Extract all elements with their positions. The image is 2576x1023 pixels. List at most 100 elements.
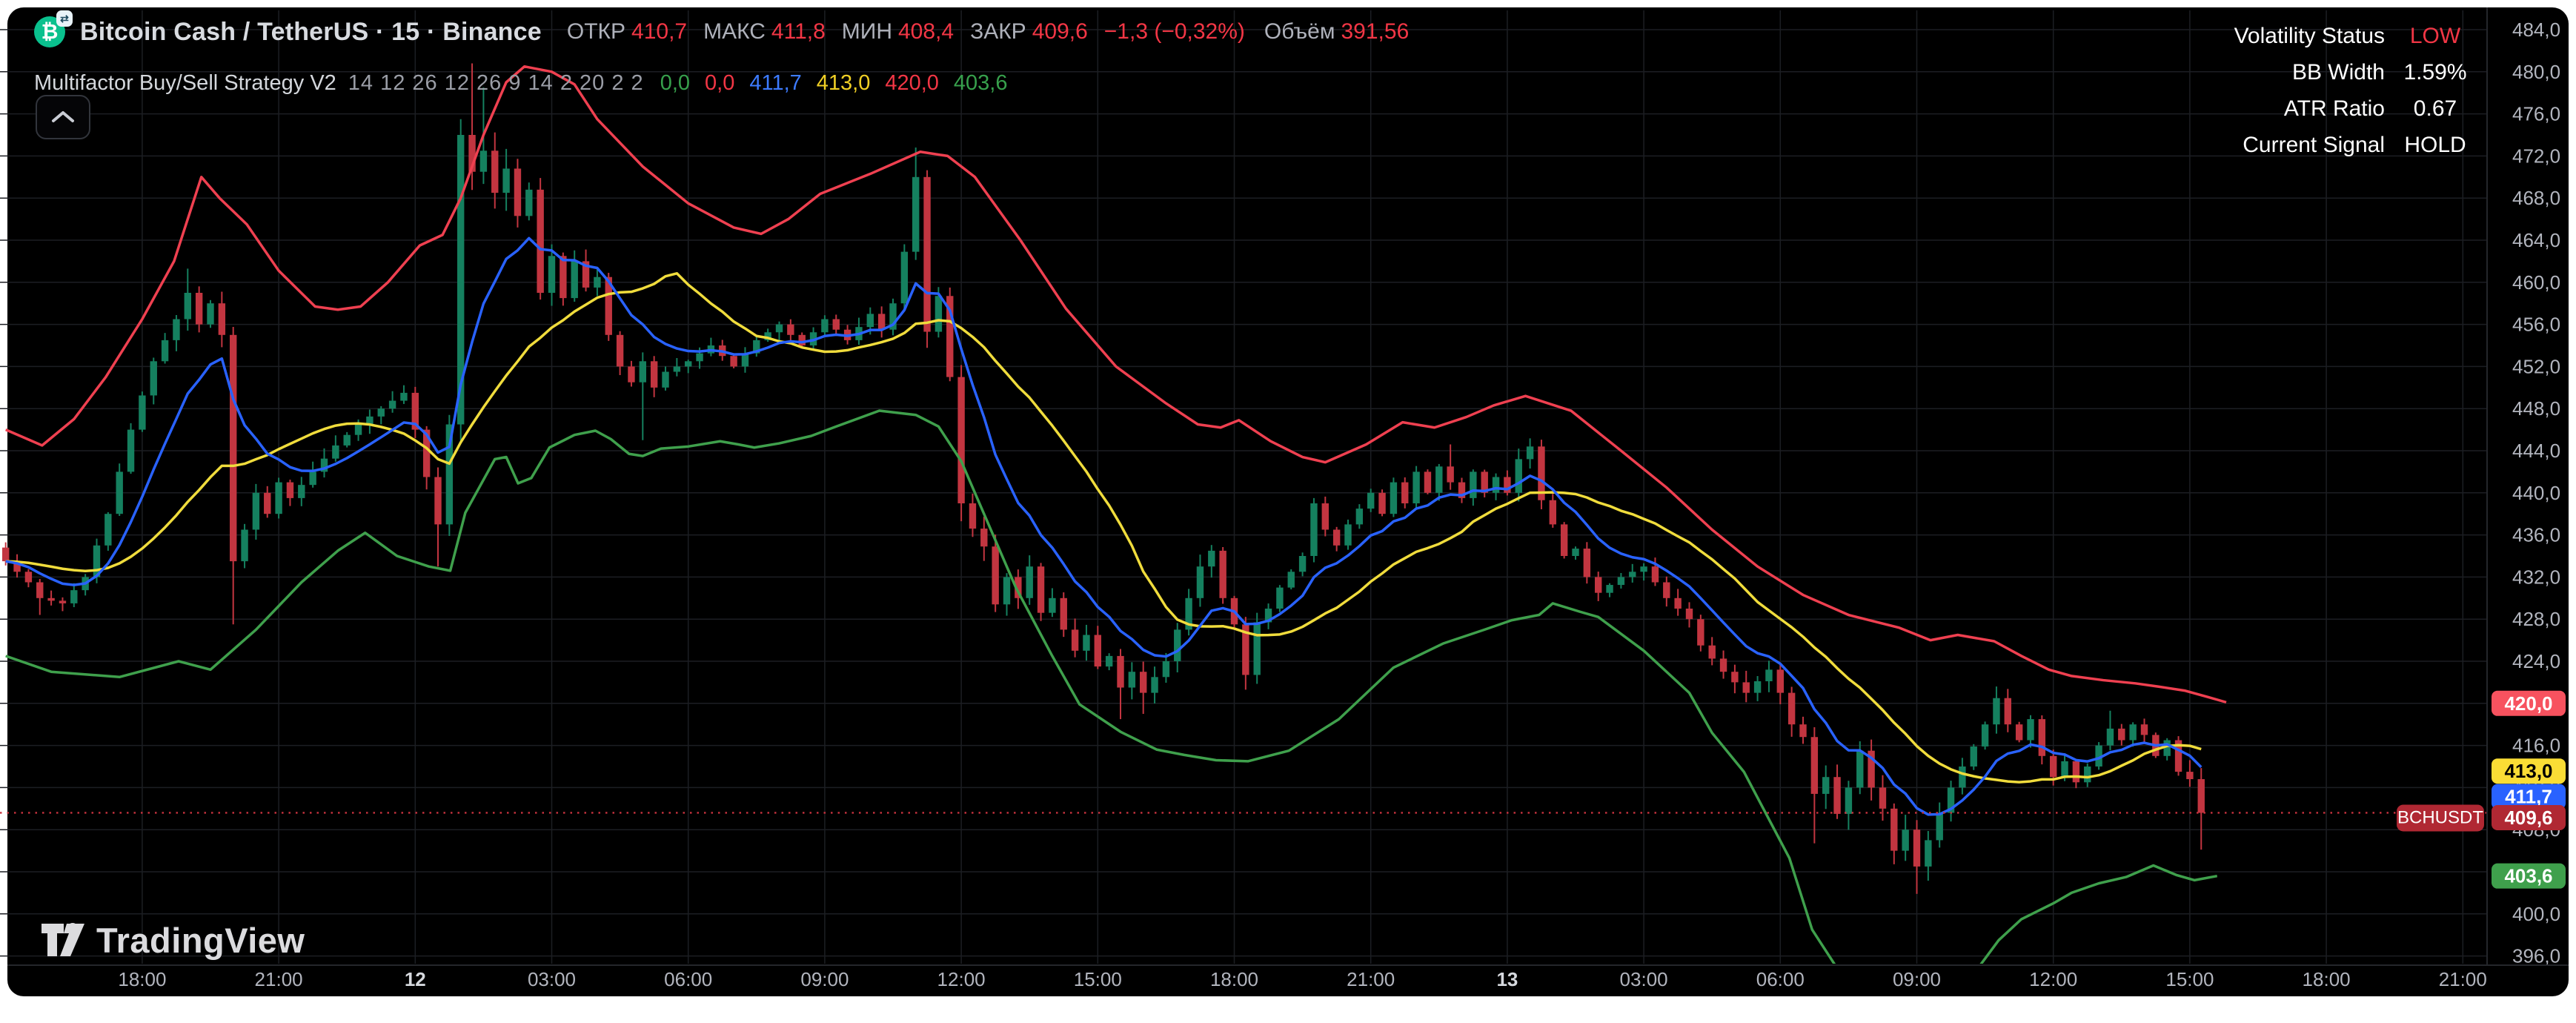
strategy-value-4: 420,0 [885,71,939,95]
strategy-params: 14 12 26 12 26 9 14 2 20 2 2 [348,71,644,95]
row-value: HOLD [2404,132,2466,157]
x-tick-label: 21:00 [2439,968,2487,990]
x-tick-label: 12:00 [937,968,986,990]
y-tick-label: 400,0 [2512,903,2560,925]
row-label: Volatility Status [2234,23,2385,48]
svg-text:413,0: 413,0 [2504,760,2552,782]
volume-label: Объём [1264,19,1335,44]
chevron-up-icon [52,111,74,122]
lower-band-line[interactable] [5,409,2218,1017]
grid-layer [0,10,2487,964]
y-tick-label: 480,0 [2512,61,2560,83]
tradingview-logo-icon [42,923,84,956]
y-tick-label: 448,0 [2512,397,2560,420]
price-scale-badge: 403,6 [2492,863,2566,889]
table-row: ATR Ratio 0.67 [2134,90,2483,127]
svg-text:420,0: 420,0 [2504,692,2552,715]
row-value: 1.59% [2403,59,2467,85]
price-scale-badge: 411,7 [2492,784,2566,810]
low-value: 408,4 [898,19,955,44]
y-tick-label: 468,0 [2512,187,2560,209]
table-row: BB Width 1.59% [2134,54,2483,90]
x-tick-label: 12:00 [2029,968,2077,990]
y-tick-label: 428,0 [2512,608,2560,630]
change-value: −1,3 (−0,32%) [1103,19,1245,44]
symbol-legend-row[interactable]: ₿ ⇄ Bitcoin Cash / TetherUS · 15 · Binan… [34,10,1425,49]
symbol-title[interactable]: Bitcoin Cash / TetherUS · 15 · Binance [80,17,542,46]
strategy-value-0: 0,0 [660,71,691,95]
y-tick-label: 440,0 [2512,482,2560,504]
collapse-legend-button[interactable] [36,95,90,139]
x-tick-label: 15:00 [2165,968,2214,990]
y-tick-label: 464,0 [2512,229,2560,251]
y-tick-label: 476,0 [2512,103,2560,125]
y-tick-label: 484,0 [2512,19,2560,41]
y-tick-label: 436,0 [2512,524,2560,546]
y-tick-label: 460,0 [2512,271,2560,294]
symbol-price-badge: BCHUSDT [2397,804,2484,832]
close-value: 409,6 [1032,19,1088,44]
row-label: Current Signal [2243,132,2385,157]
strategy-value-3: 413,0 [816,71,871,95]
watermark-label: TradingView [96,920,305,960]
high-value: 411,8 [771,19,826,44]
y-tick-label: 444,0 [2512,440,2560,462]
tradingview-watermark[interactable]: TradingView [39,916,305,964]
x-tick-label: 18:00 [1210,968,1258,990]
x-tick-label: 03:00 [1620,968,1668,990]
x-tick-label: 09:00 [800,968,849,990]
ema-line[interactable] [5,236,2202,816]
x-tick-label: 18:00 [118,968,166,990]
x-tick-label: 21:00 [255,968,303,990]
bitcoin-cash-icon: ₿ ⇄ [34,10,73,49]
x-tick-label: 09:00 [1893,968,1941,990]
chart-panel [7,7,2569,996]
close-label: ЗАКР [970,19,1026,44]
time-axis[interactable]: 18:00 21:00 12 03:00 06:00 09:00 12:00 15:00 18:… [118,968,2486,990]
strategy-value-5: 403,6 [953,71,1008,95]
x-tick-label: 12 [405,968,426,990]
strategy-status-table: Volatility Status LOW BB Width 1.59% ATR… [2134,18,2483,163]
volume-value: 391,56 [1341,19,1410,44]
strategy-value-1: 0,0 [705,71,735,95]
svg-text:411,7: 411,7 [2505,786,2552,808]
svg-text:403,6: 403,6 [2504,865,2552,887]
y-tick-label: 452,0 [2512,355,2560,377]
x-tick-label: 15:00 [1074,968,1122,990]
open-label: ОТКР [566,19,626,44]
svg-text:409,6: 409,6 [2504,807,2552,829]
y-tick-label: 472,0 [2512,145,2560,167]
x-tick-label: 06:00 [1756,968,1805,990]
y-tick-label: 432,0 [2512,566,2560,588]
row-value: LOW [2409,23,2461,48]
x-tick-label: 06:00 [664,968,712,990]
x-tick-label: 18:00 [2303,968,2351,990]
x-tick-label: 03:00 [528,968,576,990]
price-scale-badge: 413,0 [2492,758,2566,784]
row-value: 0.67 [2413,96,2457,121]
table-row: Volatility Status LOW [2134,18,2483,54]
low-label: МИН [841,19,892,44]
y-tick-label: 424,0 [2512,650,2560,672]
x-tick-label: 13 [1496,968,1518,990]
row-label: ATR Ratio [2283,96,2385,121]
basis-ma-line[interactable] [5,272,2202,784]
x-tick-label: 21:00 [1347,968,1395,990]
y-tick-label: 396,0 [2512,945,2560,967]
exchange-mini-icon: ⇄ [56,10,73,27]
strategy-value-2: 411,7 [749,71,802,95]
y-tick-label: 416,0 [2512,735,2560,757]
upper-band-line[interactable] [5,64,2227,704]
high-label: МАКС [703,19,766,44]
y-tick-label: 456,0 [2512,314,2560,336]
price-scale-badge: 409,6 [2492,804,2566,830]
candles-layer[interactable] [2,63,2205,894]
price-scale-badge: 420,0 [2492,690,2566,716]
open-value: 410,7 [631,19,688,44]
row-label: BB Width [2291,59,2385,85]
table-row: Current Signal HOLD [2134,127,2483,163]
strategy-title[interactable]: Multifactor Buy/Sell Strategy V2 [34,71,336,95]
strategy-legend-row[interactable]: Multifactor Buy/Sell Strategy V2 14 12 2… [34,71,1023,96]
